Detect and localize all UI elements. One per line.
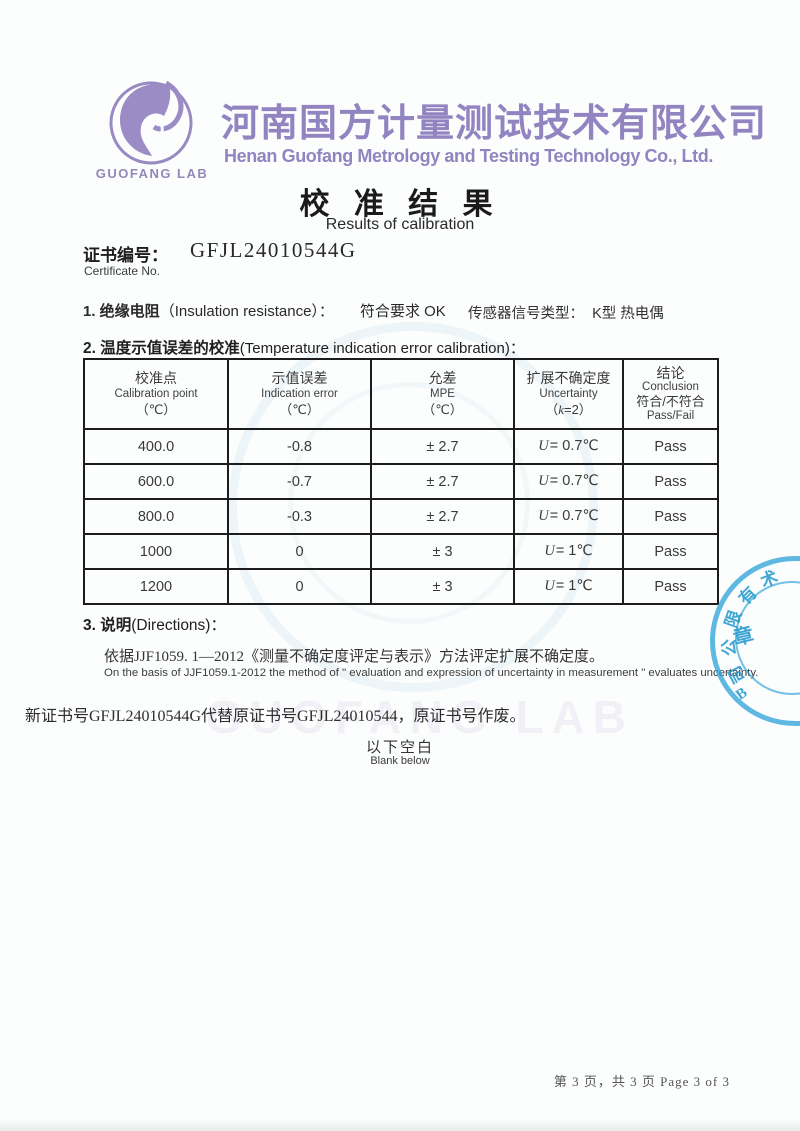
calibration-table-body: 400.0 -0.8 ± 2.7 U= 0.7℃ Pass 600.0 -0.7… [83, 428, 719, 605]
calibration-table: 校准点 Calibration point （℃） 示值误差 Indicatio… [83, 358, 719, 605]
table-header-row: 校准点 Calibration point （℃） 示值误差 Indicatio… [83, 358, 719, 430]
cell-mpe: ± 3 [370, 533, 515, 570]
certificate-replacement-note: 新证书号GFJL24010544G代替原证书号GFJL24010544，原证书号… [25, 708, 526, 725]
insulation-label-cn: 1. 绝缘电阻 [83, 303, 160, 320]
header-mpe: 允差 MPE （℃） [370, 358, 515, 430]
directions-line-en: On the basis of JJF1059.1-2012 the metho… [104, 667, 759, 679]
guofang-logo-icon [109, 80, 193, 165]
cell-mpe: ± 2.7 [370, 428, 515, 465]
sensor-type-value: K型 热电偶 [592, 306, 664, 322]
temperature-calibration-heading: 2. 温度示值误差的校准(Temperature indication erro… [83, 336, 525, 358]
table-row: 1200 0 ± 3 U= 1℃ Pass [83, 568, 719, 605]
cell-uncertainty: U= 0.7℃ [513, 498, 624, 535]
seal-char: 术 [757, 567, 781, 592]
seal-inner-char: 章 [731, 623, 756, 651]
heading2-en: (Temperature indication error calibratio… [239, 340, 525, 357]
directions-line-cn: 依据JJF1059. 1—2012《测量不确定度评定与表示》方法评定扩展不确定度… [104, 649, 605, 665]
cell-mpe: ± 2.7 [370, 498, 515, 535]
seal-outer-ring [710, 556, 800, 726]
certificate-number: GFJL24010544G [190, 238, 357, 262]
blank-below-en: Blank below [370, 755, 430, 767]
heading3-en: (Directions)： [131, 617, 226, 634]
page-title-en: Results of calibration [325, 216, 475, 233]
header-calibration-point: 校准点 Calibration point （℃） [83, 358, 229, 430]
header-uncertainty: 扩展不确定度 Uncertainty （k=2） [513, 358, 624, 430]
cell-result: Pass [622, 498, 719, 535]
cell-calibration-point: 800.0 [83, 498, 229, 535]
cell-indication-error: -0.8 [227, 428, 372, 465]
cell-calibration-point: 400.0 [83, 428, 229, 465]
header-indication-error: 示值误差 Indication error （℃） [227, 358, 372, 430]
insulation-label-en: （Insulation resistance）： [159, 303, 334, 320]
cell-result: Pass [622, 568, 719, 605]
directions-heading: 3. 说明(Directions)： [83, 613, 226, 635]
header-conclusion: 结论 Conclusion 符合/不符合 Pass/Fail [622, 358, 719, 430]
cell-uncertainty: U= 1℃ [513, 568, 624, 605]
certificate-no-label-en: Certificate No. [84, 264, 161, 278]
cell-uncertainty: U= 0.7℃ [513, 463, 624, 500]
company-name-en: Henan Guofang Metrology and Testing Tech… [224, 146, 713, 166]
seal-char: 公 [719, 638, 740, 657]
blank-below-cn: 以下空白 [365, 740, 434, 756]
certificate-no-label: 证书编号： [83, 246, 168, 265]
cell-result: Pass [622, 428, 719, 465]
cell-indication-error: 0 [227, 533, 372, 570]
cell-calibration-point: 1200 [83, 568, 229, 605]
sensor-type-line: 传感器信号类型： K型 热电偶 [468, 302, 664, 323]
cell-indication-error: -0.7 [227, 463, 372, 500]
cell-indication-error: -0.3 [227, 498, 372, 535]
logo-label: GUOFANG LAB [95, 166, 209, 181]
table-row: 600.0 -0.7 ± 2.7 U= 0.7℃ Pass [83, 463, 719, 500]
cell-indication-error: 0 [227, 568, 372, 605]
insulation-result: 符合要求 OK [359, 303, 446, 320]
cell-calibration-point: 1000 [83, 533, 229, 570]
cell-uncertainty: U= 1℃ [513, 533, 624, 570]
cell-calibration-point: 600.0 [83, 463, 229, 500]
heading2-cn: 2. 温度示值误差的校准 [83, 340, 240, 357]
heading3-cn: 3. 说明 [83, 617, 132, 634]
cell-result: Pass [622, 463, 719, 500]
cell-mpe: ± 2.7 [370, 463, 515, 500]
cell-uncertainty: U= 0.7℃ [513, 428, 624, 465]
insulation-resistance-line: 1. 绝缘电阻（Insulation resistance）： 符合要求 OK [83, 300, 446, 321]
sensor-type-label: 传感器信号类型： [468, 306, 584, 322]
page-number: 第 3 页，共 3 页 Page 3 of 3 [553, 1074, 730, 1089]
seal-bottom-char: B [733, 684, 751, 704]
page-title-cn: 校 准 结 果 [299, 188, 501, 221]
table-row: 1000 0 ± 3 U= 1℃ Pass [83, 533, 719, 570]
cell-result: Pass [622, 533, 719, 570]
seal-char: 限 [721, 607, 746, 631]
table-row: 400.0 -0.8 ± 2.7 U= 0.7℃ Pass [83, 428, 719, 465]
cell-mpe: ± 3 [370, 568, 515, 605]
scan-edge-shadow [0, 1119, 800, 1131]
table-row: 800.0 -0.3 ± 2.7 U= 0.7℃ Pass [83, 498, 719, 535]
company-name-cn: 河南国方计量测试技术有限公司 [221, 103, 768, 145]
seal-char: 有 [735, 583, 761, 609]
